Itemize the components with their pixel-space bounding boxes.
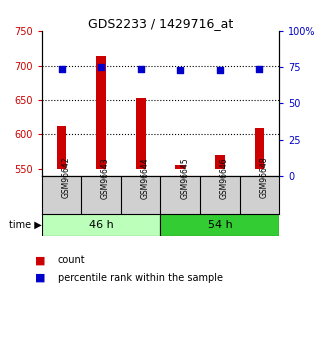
Point xyxy=(178,67,183,73)
Text: count: count xyxy=(58,256,85,265)
Text: 54 h: 54 h xyxy=(207,220,232,230)
Bar xyxy=(215,155,225,169)
Bar xyxy=(200,176,240,214)
Bar xyxy=(240,176,279,214)
Text: ■: ■ xyxy=(35,256,46,265)
Bar xyxy=(160,214,279,236)
Bar xyxy=(42,214,160,236)
Text: 46 h: 46 h xyxy=(89,220,114,230)
Point xyxy=(257,66,262,71)
Bar xyxy=(255,128,265,169)
Text: GSM96648: GSM96648 xyxy=(259,157,268,198)
Text: GSM96642: GSM96642 xyxy=(62,157,71,198)
Text: ■: ■ xyxy=(35,273,46,283)
Title: GDS2233 / 1429716_at: GDS2233 / 1429716_at xyxy=(88,17,233,30)
Bar xyxy=(175,166,185,169)
Text: GSM96644: GSM96644 xyxy=(141,157,150,198)
Text: GSM96643: GSM96643 xyxy=(101,157,110,198)
Point xyxy=(138,66,143,71)
Point xyxy=(59,66,64,71)
Text: percentile rank within the sample: percentile rank within the sample xyxy=(58,273,223,283)
Bar xyxy=(56,126,66,169)
Text: time ▶: time ▶ xyxy=(9,220,42,230)
Bar xyxy=(121,176,160,214)
Bar xyxy=(42,176,81,214)
Bar xyxy=(81,176,121,214)
Text: GSM96645: GSM96645 xyxy=(180,157,189,198)
Text: GSM96646: GSM96646 xyxy=(220,157,229,198)
Bar xyxy=(96,56,106,169)
Point xyxy=(217,67,222,73)
Bar xyxy=(136,98,146,169)
Bar xyxy=(160,176,200,214)
Point xyxy=(99,65,104,70)
